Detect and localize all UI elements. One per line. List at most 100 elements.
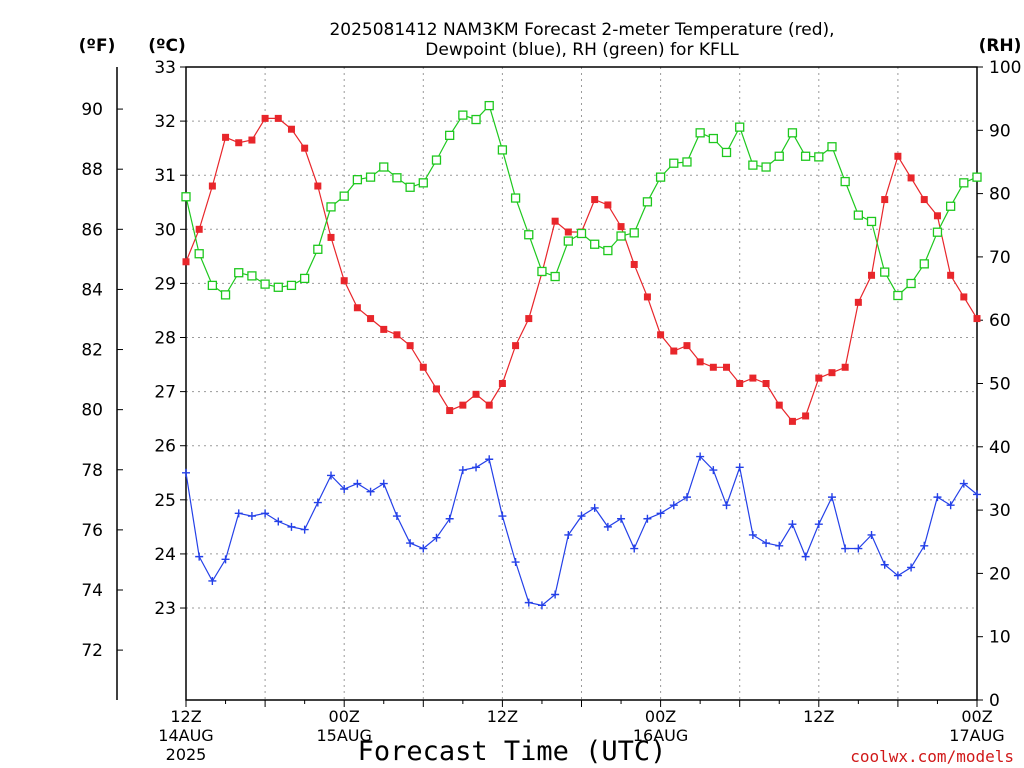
dewpoint-point (722, 501, 731, 510)
relative-humidity-point (972, 172, 982, 182)
dewpoint-point (472, 463, 481, 472)
relative-humidity-point (352, 175, 363, 185)
temperature-point (301, 144, 309, 152)
relative-humidity-point (629, 228, 639, 238)
celsius-tick-label: 30 (154, 220, 176, 240)
temperature-point (485, 401, 493, 409)
dewpoint-point (221, 555, 230, 564)
temperature-point (327, 233, 335, 241)
rh-unit-label: (RH) (979, 36, 1022, 56)
rh-tick-label: 10 (989, 628, 1011, 648)
temperature-point (920, 196, 928, 204)
dewpoint-point (669, 501, 678, 510)
relative-humidity-point (695, 128, 705, 138)
dewpoint-point (814, 520, 823, 529)
fahrenheit-tick-label: 86 (81, 220, 103, 240)
temperature-point (380, 325, 388, 333)
temperature-point (459, 401, 467, 409)
chart-title-line2: Dewpoint (blue), RH (green) for KFLL (425, 40, 739, 60)
x-tick-label-time: 12Z (487, 707, 518, 726)
relative-humidity-point (247, 271, 257, 281)
dewpoint-point (445, 514, 454, 523)
relative-humidity-point (524, 230, 534, 240)
temperature-point (235, 139, 243, 147)
temperature-point (525, 315, 533, 323)
relative-humidity-point (748, 160, 758, 170)
dewpoint-point (762, 539, 771, 548)
relative-humidity-point (220, 290, 231, 300)
rh-tick-label: 80 (989, 185, 1011, 205)
relative-humidity-point (590, 239, 600, 249)
dewpoint-point (300, 525, 309, 534)
relative-humidity-point (893, 290, 903, 301)
celsius-tick-label: 27 (154, 383, 176, 403)
temperature-point (841, 363, 849, 371)
relative-humidity-point (866, 216, 877, 227)
temperature-point (696, 358, 704, 366)
x-tick-label-date: 14AUG (158, 726, 213, 745)
temperature-point (657, 331, 665, 339)
relative-humidity-point (431, 155, 442, 165)
dewpoint-point (287, 522, 296, 531)
dewpoint-point (208, 576, 217, 585)
x-tick-label-time: 00Z (645, 707, 676, 726)
relative-humidity-point (405, 182, 415, 192)
relative-humidity-point (471, 114, 481, 125)
dewpoint-point (261, 509, 270, 518)
dewpoint-point (353, 479, 362, 488)
relative-humidity-point (642, 197, 653, 207)
temperature-point (591, 196, 599, 204)
dewpoint-point (392, 512, 401, 521)
dewpoint-point (195, 552, 204, 561)
relative-humidity-point (919, 259, 929, 269)
relative-humidity-point (260, 279, 270, 289)
temperature-point (419, 363, 427, 371)
relative-humidity-point (959, 178, 969, 188)
dewpoint-point (801, 552, 810, 561)
dewpoint-point (841, 544, 850, 553)
temperature-point (274, 114, 282, 122)
temperature-point (828, 369, 836, 377)
temperature-point (854, 298, 862, 306)
dewpoint-point (959, 479, 968, 488)
temperature-point (815, 374, 823, 382)
relative-humidity-point (234, 268, 244, 278)
relative-humidity-point (207, 280, 218, 291)
dewpoint-point (564, 530, 573, 539)
relative-humidity-point (497, 145, 508, 155)
dewpoint-point (748, 530, 757, 539)
dewpoint-point (920, 541, 929, 550)
temperature-point (498, 380, 506, 387)
axes (116, 66, 983, 707)
dewpoint-point (182, 468, 190, 477)
temperature-point (222, 133, 230, 141)
fahrenheit-unit-label: (ºF) (79, 36, 116, 56)
dewpoint-point (551, 590, 560, 599)
temperature-point (670, 347, 678, 355)
celsius-tick-label: 31 (154, 166, 176, 186)
relative-humidity-point (682, 157, 692, 167)
dewpoint-point (617, 514, 626, 523)
relative-humidity-point (181, 192, 191, 202)
celsius-tick-label: 23 (154, 599, 176, 619)
relative-humidity-point (365, 172, 376, 182)
rh-tick-label: 0 (989, 691, 1000, 711)
fahrenheit-tick-label: 72 (81, 641, 103, 661)
temperature-point (894, 152, 902, 160)
dewpoint-point (379, 479, 388, 488)
x-axis-title: Forecast Time (UTC) (358, 736, 667, 767)
dewpoint-point (907, 563, 916, 572)
temperature-point (512, 342, 520, 350)
temperature-point (551, 217, 559, 225)
relative-humidity-point (735, 122, 745, 132)
dewpoint-point (696, 452, 705, 461)
relative-humidity-point (458, 110, 468, 120)
x-tick-label-date: 15AUG (316, 726, 371, 745)
x-tick-label-year: 2025 (166, 745, 207, 764)
dewpoint-point (485, 455, 494, 464)
dewpoint-point (946, 501, 955, 510)
relative-humidity-point (814, 152, 824, 162)
celsius-unit-label: (ºC) (148, 36, 186, 56)
temperature-point (353, 304, 361, 312)
data-series (181, 100, 982, 610)
